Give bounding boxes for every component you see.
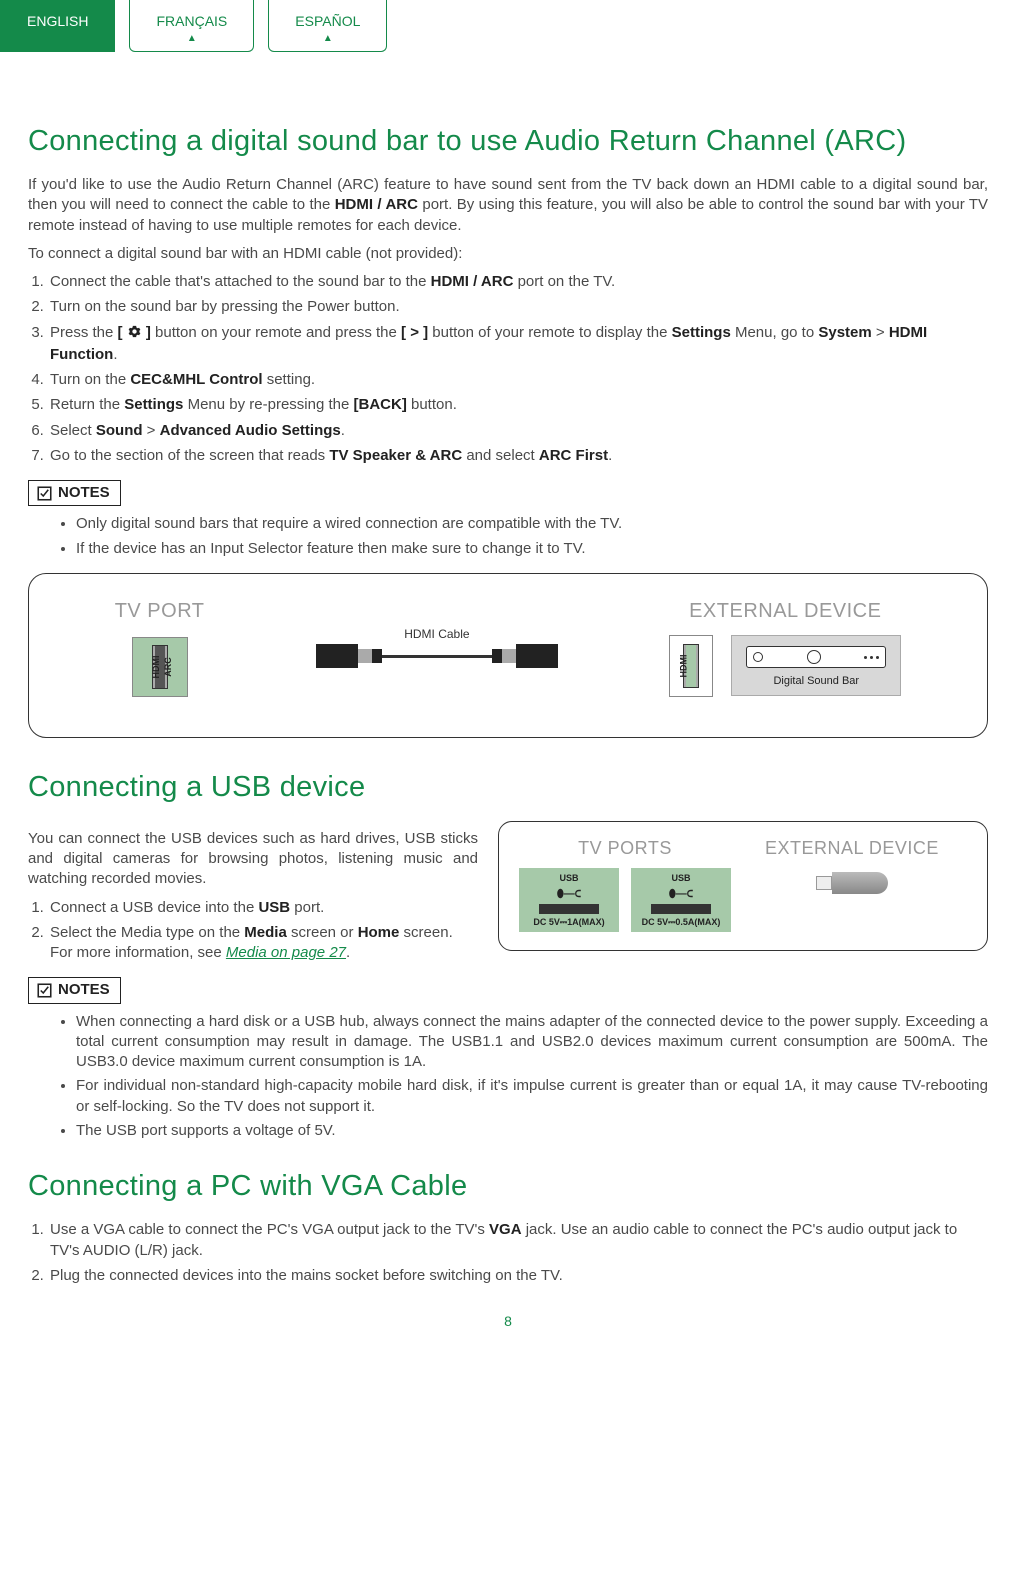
steps-list: Connect a USB device into the USB port. … — [28, 898, 478, 964]
step: Use a VGA cable to connect the PC's VGA … — [48, 1220, 988, 1261]
usb-stick-icon — [816, 870, 888, 896]
tv-port-label: TV PORT — [115, 598, 205, 625]
check-icon — [37, 983, 52, 998]
arrow-up-icon: ▲ — [269, 32, 386, 46]
hdmi-plug-icon — [516, 644, 558, 668]
tv-ports-label: TV PORTS — [578, 836, 672, 860]
arrow-up-icon: ▲ — [130, 32, 253, 46]
note-item: The USB port supports a voltage of 5V. — [76, 1121, 988, 1141]
notes-list: When connecting a hard disk or a USB hub… — [76, 1012, 988, 1142]
section-heading-usb: Connecting a USB device — [28, 768, 988, 807]
step: Turn on the sound bar by pressing the Po… — [48, 297, 988, 317]
note-item: When connecting a hard disk or a USB hub… — [76, 1012, 988, 1073]
notes-badge: NOTES — [28, 977, 121, 1003]
steps-list: Use a VGA cable to connect the PC's VGA … — [28, 1220, 988, 1286]
tab-label: ESPAÑOL — [295, 13, 360, 29]
external-device-label: EXTERNAL DEVICE — [689, 598, 881, 625]
hdmi-plug-icon — [316, 644, 358, 668]
media-link[interactable]: Media on page 27 — [226, 944, 346, 961]
step: Go to the section of the screen that rea… — [48, 446, 988, 466]
section-heading-arc: Connecting a digital sound bar to use Au… — [28, 122, 988, 161]
step: Return the Settings Menu by re-pressing … — [48, 395, 988, 415]
steps-list: Connect the cable that's attached to the… — [28, 272, 988, 466]
step: Connect a USB device into the USB port. — [48, 898, 478, 918]
page-number: 8 — [28, 1312, 988, 1331]
step: Plug the connected devices into the main… — [48, 1266, 988, 1286]
note-item: If the device has an Input Selector feat… — [76, 539, 988, 559]
tab-francais[interactable]: FRANÇAIS ▲ — [129, 0, 254, 52]
paragraph: If you'd like to use the Audio Return Ch… — [28, 175, 988, 236]
check-icon — [37, 486, 52, 501]
step: Turn on the CEC&MHL Control setting. — [48, 370, 988, 390]
usb-icon: ⬮—⊂ — [669, 887, 693, 902]
tab-label: ENGLISH — [27, 13, 88, 29]
notes-label: NOTES — [58, 483, 110, 503]
usb-icon: ⬮—⊂ — [557, 887, 581, 902]
hdmi-cable: HDMI Cable — [316, 626, 558, 668]
hdmi-arc-port: HDMI ARC — [132, 637, 188, 697]
paragraph: You can connect the USB devices such as … — [28, 829, 478, 890]
section-heading-vga: Connecting a PC with VGA Cable — [28, 1167, 988, 1206]
external-device-label: EXTERNAL DEVICE — [765, 836, 939, 860]
gear-icon — [127, 324, 142, 345]
notes-label: NOTES — [58, 980, 110, 1000]
usb-port-2: USB ⬮—⊂ DC 5V⎓0.5A(MAX) — [631, 868, 731, 932]
note-item: For individual non-standard high-capacit… — [76, 1076, 988, 1117]
note-item: Only digital sound bars that require a w… — [76, 514, 988, 534]
hdmi-port: HDMI — [669, 635, 713, 697]
step: Connect the cable that's attached to the… — [48, 272, 988, 292]
tab-espanol[interactable]: ESPAÑOL ▲ — [268, 0, 387, 52]
usb-diagram: TV PORTS USB ⬮—⊂ DC 5V⎓1A(MAX) USB ⬮—⊂ D… — [498, 821, 988, 951]
arc-diagram: TV PORT HDMI ARC HDMI Cable EXTERNAL DEV… — [28, 573, 988, 738]
language-tabs: ENGLISH FRANÇAIS ▲ ESPAÑOL ▲ — [0, 0, 988, 52]
paragraph: To connect a digital sound bar with an H… — [28, 244, 988, 264]
tab-english[interactable]: ENGLISH — [0, 0, 115, 52]
step: Select the Media type on the Media scree… — [48, 923, 478, 964]
step: Press the [ ] button on your remote and … — [48, 323, 988, 366]
soundbar-device: Digital Sound Bar — [731, 635, 901, 696]
tab-label: FRANÇAIS — [156, 13, 227, 29]
notes-list: Only digital sound bars that require a w… — [76, 514, 988, 559]
step: Select Sound > Advanced Audio Settings. — [48, 421, 988, 441]
usb-port-1: USB ⬮—⊂ DC 5V⎓1A(MAX) — [519, 868, 619, 932]
notes-badge: NOTES — [28, 480, 121, 506]
